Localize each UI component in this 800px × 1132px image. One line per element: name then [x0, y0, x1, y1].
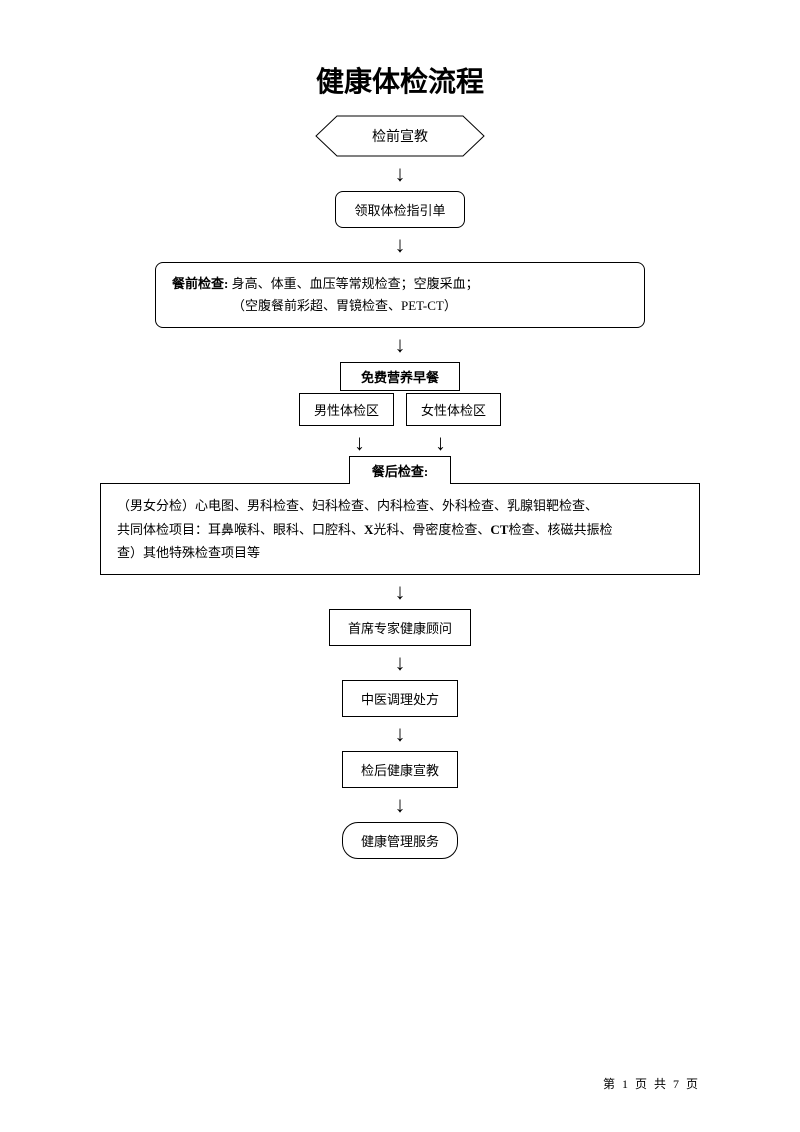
node-postmeal-header: 餐后检查:: [349, 456, 451, 484]
arrow-icon: ↓: [395, 794, 406, 816]
node-hexagon: 检前宣教: [315, 115, 485, 157]
detail-line3: 查）其他特殊检查项目等: [117, 545, 260, 560]
node-premeal: 餐前检查: 身高、体重、血压等常规检查；空腹采血； （空腹餐前彩超、胃镜检查、P…: [155, 262, 645, 328]
premeal-text-2: （空腹餐前彩超、胃镜检查、PET-CT）: [172, 298, 457, 313]
hexagon-label: 检前宣教: [372, 126, 428, 146]
detail-line2e: 检查、核磁共振检: [508, 522, 612, 537]
arrow-icon: ↓: [395, 234, 406, 256]
arrow-icon: ↓: [395, 581, 406, 603]
arrow-icon: ↓: [395, 652, 406, 674]
detail-line2c: 光科、骨密度检查、: [373, 522, 490, 537]
premeal-label: 餐前检查:: [172, 276, 228, 291]
node-post-edu: 检后健康宣教: [342, 751, 458, 788]
arrow-pair: ↓ ↓: [354, 432, 446, 454]
arrow-icon: ↓: [354, 432, 365, 454]
detail-line2a: 共同体检项目：耳鼻喉科、眼科、口腔科、: [117, 522, 364, 537]
flowchart: 检前宣教 ↓ 领取体检指引单 ↓ 餐前检查: 身高、体重、血压等常规检查；空腹采…: [0, 115, 800, 859]
node-male-zone: 男性体检区: [299, 393, 394, 426]
arrow-icon: ↓: [395, 334, 406, 356]
node-breakfast: 免费营养早餐: [340, 362, 460, 391]
node-tcm: 中医调理处方: [342, 680, 458, 717]
node-step1: 领取体检指引单: [335, 191, 464, 228]
node-female-zone: 女性体检区: [406, 393, 501, 426]
page-title: 健康体检流程: [0, 60, 800, 100]
arrow-icon: ↓: [395, 163, 406, 185]
node-postmeal-detail: （男女分检）心电图、男科检查、妇科检查、内科检查、外科检查、乳腺钼靶检查、 共同…: [100, 483, 700, 575]
detail-x: X: [364, 522, 373, 537]
detail-ct: CT: [490, 522, 508, 537]
gender-split: 男性体检区 女性体检区: [299, 393, 501, 426]
page-footer: 第 1 页 共 7 页: [603, 1075, 700, 1092]
node-service: 健康管理服务: [342, 822, 458, 859]
premeal-text-1: 身高、体重、血压等常规检查；空腹采血；: [232, 276, 479, 291]
node-expert: 首席专家健康顾问: [329, 609, 471, 646]
arrow-icon: ↓: [435, 432, 446, 454]
arrow-icon: ↓: [395, 723, 406, 745]
detail-line1: （男女分检）心电图、男科检查、妇科检查、内科检查、外科检查、乳腺钼靶检查、: [117, 498, 598, 513]
